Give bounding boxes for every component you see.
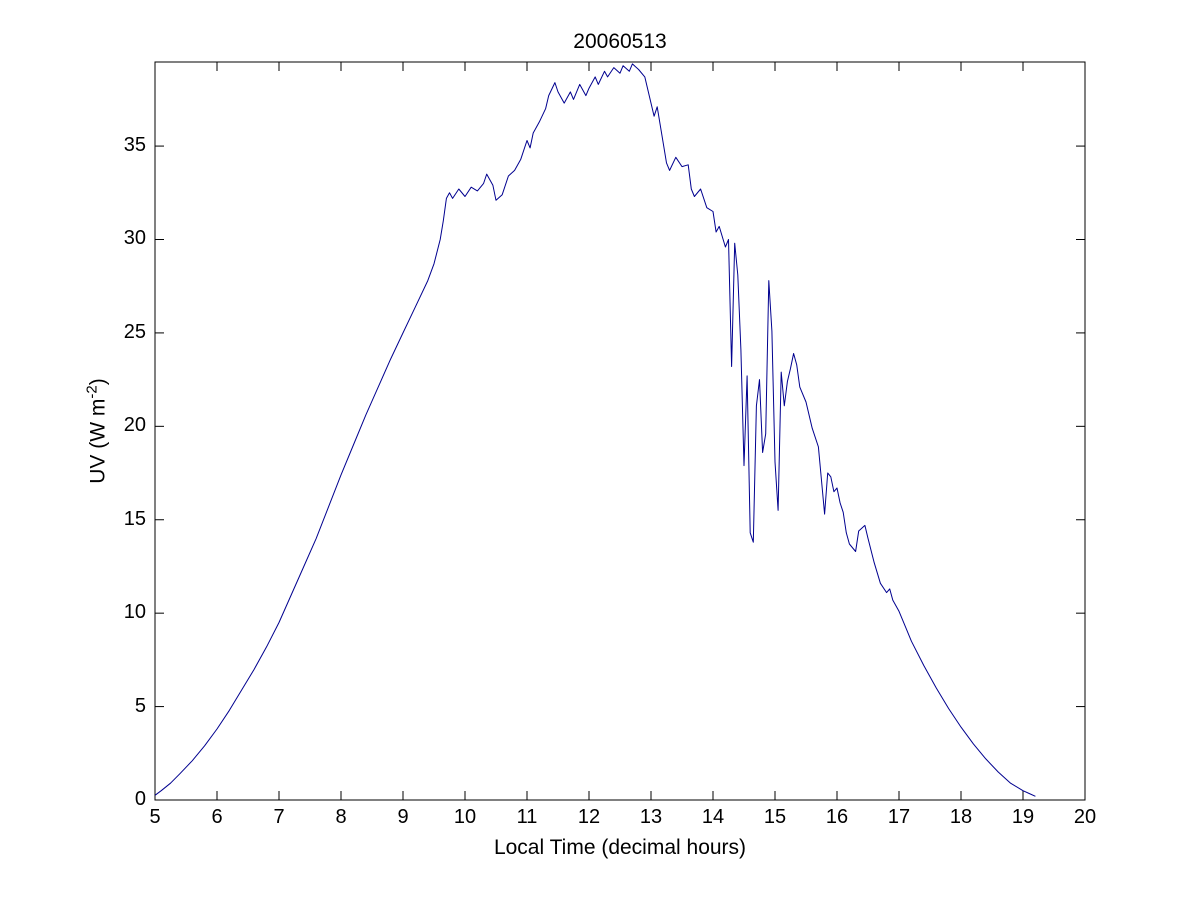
y-axis-label-prefix: UV (W m [86,398,110,484]
y-axis-label: UV (W m-2) [84,378,111,484]
x-tick-label-7: 7 [273,806,285,828]
x-tick-label-11: 11 [516,806,538,828]
x-tick-label-8: 8 [335,806,347,828]
data-line [154,63,1036,797]
x-tick-label-18: 18 [949,806,973,828]
x-tick-label-10: 10 [453,806,477,828]
x-tick-label-13: 13 [639,806,663,828]
x-axis-label: Local Time (decimal hours) [493,836,747,859]
x-tick-label-16: 16 [825,806,849,828]
y-axis-label-superscript: -2 [83,385,101,399]
y-axis-label-suffix: ) [86,378,110,386]
x-tick-label-15: 15 [763,806,787,828]
x-tick-label-14: 14 [701,806,725,828]
x-tick-label-12: 12 [577,806,601,828]
x-tick-label-6: 6 [211,806,223,828]
x-tick-label-19: 19 [1011,806,1035,828]
chart-title: 20060513 [573,30,667,53]
x-tick-label-17: 17 [887,806,911,828]
axes-box [154,61,1086,801]
x-tick-label-9: 9 [397,806,409,828]
x-tick-label-20: 20 [1073,806,1097,828]
x-tick-label-5: 5 [149,806,161,828]
